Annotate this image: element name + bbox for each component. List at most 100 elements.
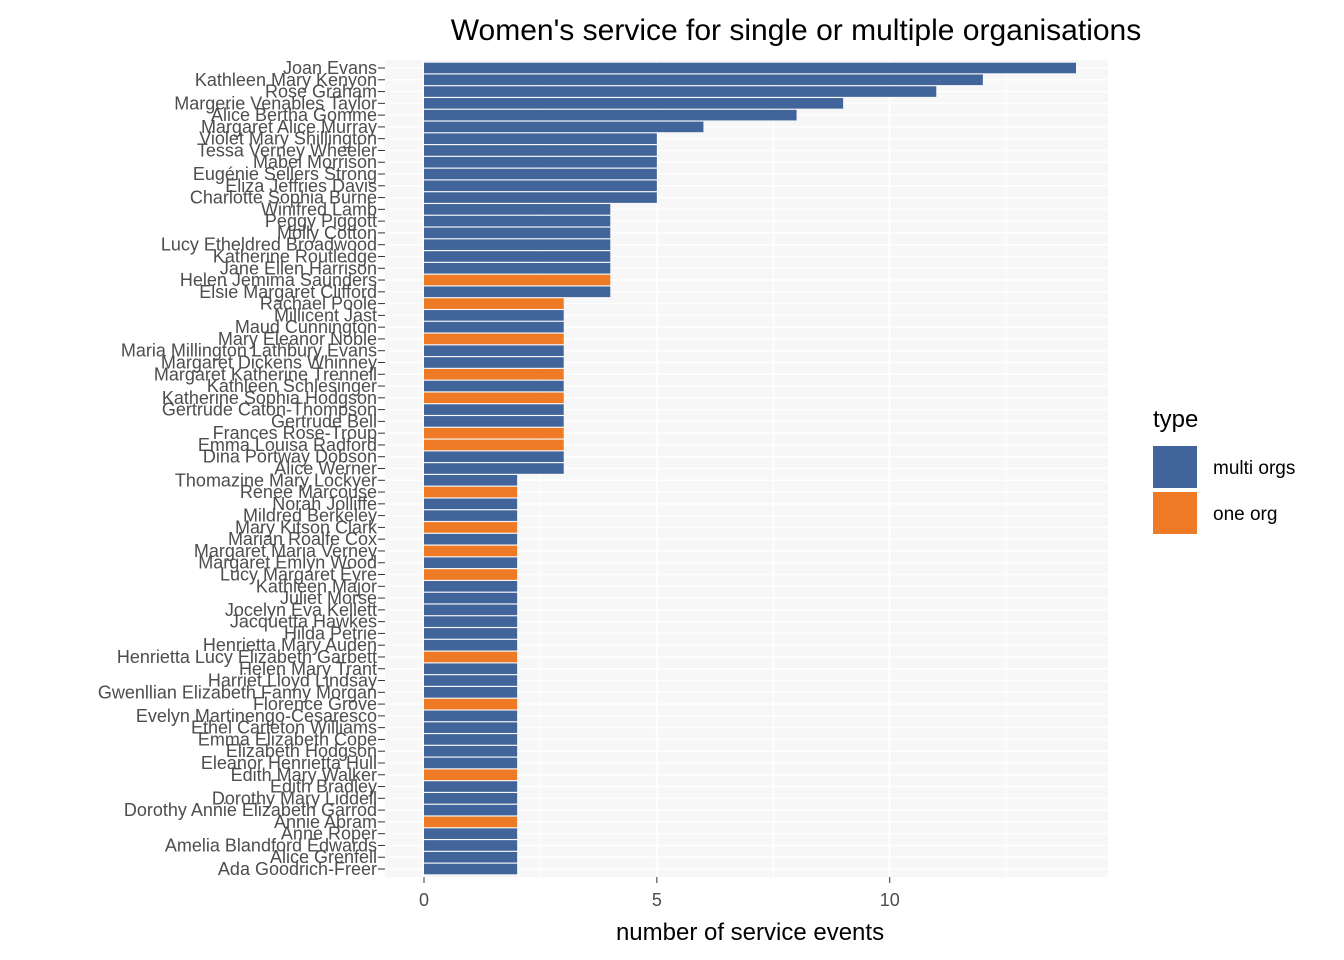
y-tick-label: Elsie Margaret Clifford xyxy=(199,282,377,302)
y-tick-label: Ada Goodrich-Freer xyxy=(218,859,377,879)
bar xyxy=(424,251,611,262)
y-tick-label: Henrietta Lucy Elizabeth Garbett xyxy=(117,647,377,667)
y-tick-label: Dina Portway Dobson xyxy=(203,447,377,467)
y-tick-label: Hilda Petrie xyxy=(284,623,377,643)
bar xyxy=(424,816,518,828)
bar xyxy=(424,474,518,486)
bar xyxy=(424,804,518,816)
legend: type multi orgs one org xyxy=(1153,406,1295,534)
bar xyxy=(424,569,518,580)
y-tick-label: Mildred Berkeley xyxy=(243,506,377,526)
y-tick-label: Marian Roalfe Cox xyxy=(228,529,377,549)
y-tick-label: Margerie Venables Taylor xyxy=(174,93,377,113)
y-tick-label: Alice Grenfell xyxy=(270,847,377,867)
bar xyxy=(424,121,704,133)
y-tick-label: Katherine Routledge xyxy=(213,246,377,266)
y-tick-label: Jacquetta Hawkes xyxy=(230,612,377,632)
bar xyxy=(424,757,518,769)
y-tick-label: Edith Mary Walker xyxy=(231,765,377,785)
y-tick-label: Alice Bertha Gomme xyxy=(211,105,377,125)
y-tick-label: Margaret Dickens Whinney xyxy=(161,352,377,372)
bars xyxy=(424,62,1076,875)
legend-title: type xyxy=(1153,406,1198,433)
bar xyxy=(424,262,611,274)
y-tick-label: Harriet Lloyd Lindsay xyxy=(208,671,377,691)
y-tick-label: Eugénie Sellers Strong xyxy=(193,164,377,184)
bar xyxy=(424,310,564,321)
bar xyxy=(424,404,564,415)
x-axis-ticks: 0 5 10 xyxy=(419,877,900,910)
legend-label: one org xyxy=(1213,504,1277,525)
bar xyxy=(424,204,611,215)
y-tick-label: Edith Bradley xyxy=(270,777,377,797)
bar xyxy=(424,851,518,863)
y-tick-label: Lucy Margaret Eyre xyxy=(220,565,377,585)
x-tick-label: 5 xyxy=(652,890,662,910)
bar xyxy=(424,333,564,345)
bar xyxy=(424,215,611,227)
bar xyxy=(424,298,564,309)
bar xyxy=(424,133,657,144)
bar xyxy=(424,710,518,722)
bar xyxy=(424,781,518,792)
y-tick-label: Thomazine Mary Lockyer xyxy=(175,470,377,490)
y-tick-label: Emma Elizabeth Cope xyxy=(198,729,377,749)
y-tick-label: Jane Ellen Harrison xyxy=(220,258,377,278)
bar xyxy=(424,734,518,745)
y-tick-label: Renee Marcouse xyxy=(240,482,377,502)
y-tick-label: Rose Graham xyxy=(265,82,377,102)
y-tick-label: Gertrude Bell xyxy=(271,411,377,431)
bar xyxy=(424,392,564,404)
y-tick-label: Mary Eleanor Noble xyxy=(218,329,377,349)
x-axis-title: number of service events xyxy=(616,919,884,946)
bar xyxy=(424,498,518,510)
bar xyxy=(424,156,657,168)
y-tick-label: Elizabeth Hodgson xyxy=(226,741,377,761)
chart-title: Women's service for single or multiple o… xyxy=(451,14,1141,47)
bar xyxy=(424,109,797,121)
y-tick-label: Annie Abram xyxy=(274,812,377,832)
bar xyxy=(424,604,518,616)
y-tick-label: Henrietta Mary Auden xyxy=(203,635,377,655)
bar xyxy=(424,580,518,592)
y-tick-label: Violet Mary Shillington xyxy=(199,129,377,149)
bar xyxy=(424,357,564,368)
bar xyxy=(424,274,611,286)
bar xyxy=(424,321,564,333)
bar xyxy=(424,628,518,639)
bar xyxy=(424,168,657,180)
bar xyxy=(424,451,564,463)
y-tick-label: Eleanor Henrietta Hull xyxy=(201,753,377,773)
bar xyxy=(424,828,518,839)
y-tick-label: Kathleen Mary Kenyon xyxy=(195,70,377,90)
bar xyxy=(424,687,518,698)
y-tick-label: Margaret Katherine Trennell xyxy=(154,364,377,384)
bar xyxy=(424,380,564,392)
bar xyxy=(424,98,844,109)
bar xyxy=(424,368,564,380)
y-tick-label: Charlotte Sophia Burne xyxy=(190,188,377,208)
bar xyxy=(424,239,611,250)
y-tick-label: Margaret Emlyn Wood xyxy=(198,553,377,573)
y-tick-label: Tessa Verney Wheeler xyxy=(197,140,377,160)
bar xyxy=(424,557,518,569)
bar xyxy=(424,639,518,651)
y-tick-label: Anne Roper xyxy=(281,824,377,844)
bar xyxy=(424,745,518,757)
y-tick-label: Gwenllian Elizabeth Fanny Morgan xyxy=(98,682,377,702)
bar xyxy=(424,545,518,557)
y-tick-label: Frances Rose-Troup xyxy=(213,423,377,443)
bar xyxy=(424,416,564,427)
y-tick-label: Jocelyn Eva Kellett xyxy=(225,600,377,620)
bar xyxy=(424,592,518,604)
bar xyxy=(424,439,564,451)
y-tick-label: Gertrude Caton-Thompson xyxy=(162,400,377,420)
bar xyxy=(424,522,518,533)
bar xyxy=(424,192,657,203)
y-tick-label: Kathleen Major xyxy=(256,576,377,596)
y-tick-label: Eliza Jeffries Davis xyxy=(225,176,377,196)
bar xyxy=(424,227,611,239)
y-tick-label: Emma Louisa Radford xyxy=(198,435,377,455)
